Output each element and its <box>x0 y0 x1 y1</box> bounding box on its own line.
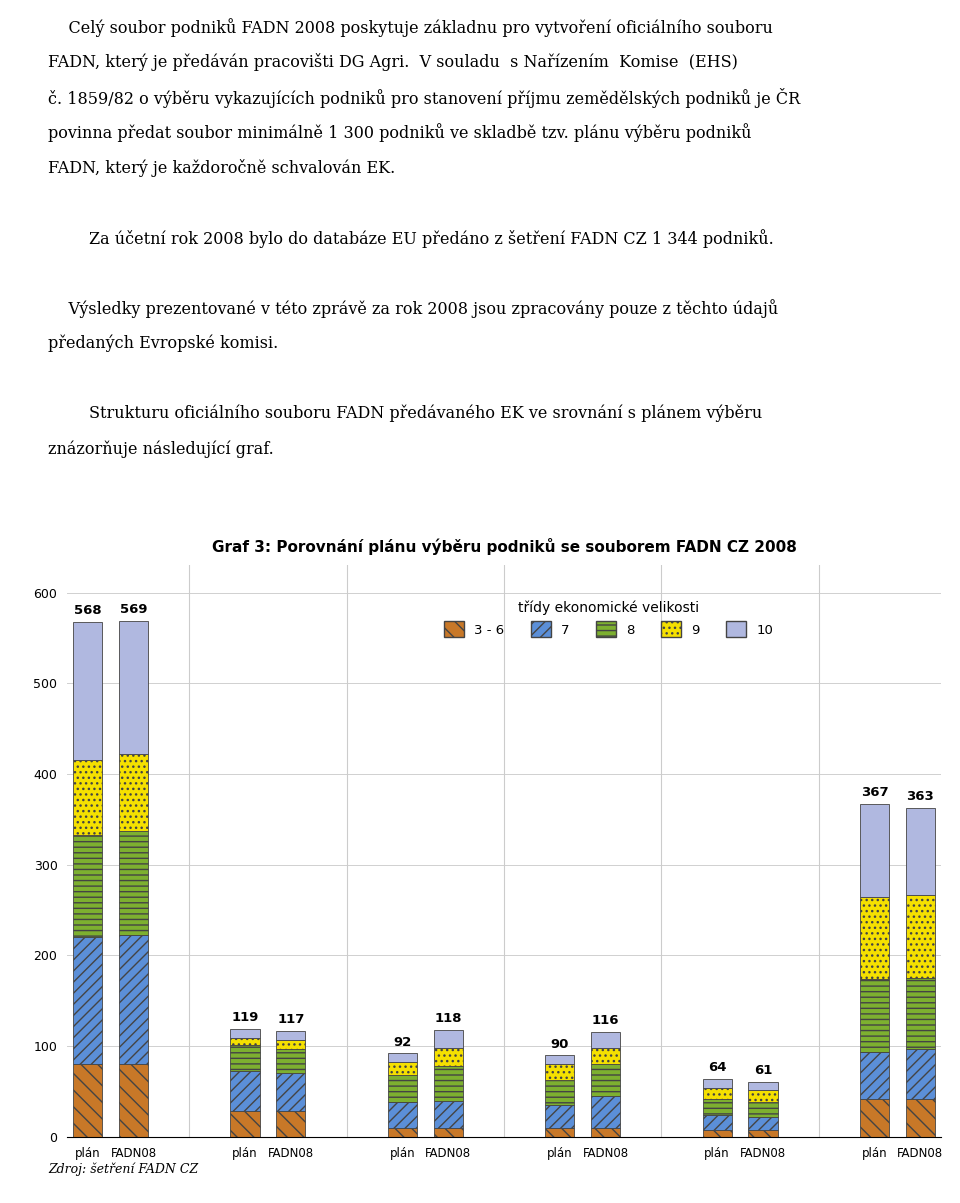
Text: předaných Evropské komisi.: předaných Evropské komisi. <box>48 334 278 352</box>
Bar <box>73 835 103 937</box>
Bar <box>119 754 148 831</box>
Text: Za účetní rok 2008 bylo do databáze EU předáno z šetření FADN CZ 1 344 podniků.: Za účetní rok 2008 bylo do databáze EU p… <box>48 229 774 248</box>
Bar <box>73 937 103 1065</box>
Bar <box>591 1065 620 1096</box>
Bar <box>748 1116 778 1130</box>
Text: Zdroj: šetření FADN CZ: Zdroj: šetření FADN CZ <box>48 1162 198 1175</box>
Bar <box>434 1030 463 1048</box>
Bar <box>230 1045 260 1071</box>
Bar <box>860 804 889 897</box>
Bar <box>860 897 889 979</box>
Bar <box>703 1098 732 1115</box>
Text: 61: 61 <box>754 1063 772 1077</box>
Bar <box>591 1032 620 1048</box>
Bar <box>434 1048 463 1066</box>
Bar <box>591 1096 620 1127</box>
Text: 92: 92 <box>394 1036 412 1049</box>
Bar <box>73 759 103 835</box>
Bar <box>73 622 103 759</box>
Text: 119: 119 <box>231 1012 259 1025</box>
Bar <box>703 1130 732 1137</box>
Bar <box>905 807 935 895</box>
Bar <box>276 1031 305 1039</box>
Bar <box>230 1038 260 1045</box>
Bar <box>703 1115 732 1130</box>
Bar <box>545 1080 574 1106</box>
Bar <box>434 1066 463 1101</box>
Text: 363: 363 <box>906 790 934 804</box>
Bar <box>230 1029 260 1038</box>
Bar <box>860 1051 889 1098</box>
Text: 117: 117 <box>277 1013 304 1026</box>
Text: 116: 116 <box>591 1014 619 1027</box>
Bar <box>73 1065 103 1137</box>
Bar <box>860 1098 889 1137</box>
Bar <box>545 1106 574 1127</box>
Bar <box>276 1073 305 1112</box>
Bar <box>388 1102 417 1127</box>
Text: FADN, který je každoročně schvalován EK.: FADN, který je každoročně schvalován EK. <box>48 159 396 177</box>
Bar <box>276 1049 305 1073</box>
Text: Celý soubor podniků FADN 2008 poskytuje základnu pro vytvoření oficiálního soubo: Celý soubor podniků FADN 2008 poskytuje … <box>48 18 773 37</box>
Text: 568: 568 <box>74 604 102 617</box>
Text: 118: 118 <box>435 1012 462 1025</box>
Bar <box>119 1065 148 1137</box>
Bar <box>591 1127 620 1137</box>
Bar <box>703 1079 732 1088</box>
Text: č. 1859/82 o výběru vykazujících podniků pro stanovení příjmu zemědělských podni: č. 1859/82 o výběru vykazujících podniků… <box>48 88 801 108</box>
Title: Graf 3: Porovnání plánu výběru podniků se souborem FADN CZ 2008: Graf 3: Porovnání plánu výběru podniků s… <box>211 538 797 555</box>
Bar <box>905 895 935 978</box>
Bar <box>388 1054 417 1062</box>
Text: 367: 367 <box>861 787 888 800</box>
Bar <box>703 1088 732 1098</box>
Bar <box>434 1101 463 1127</box>
Bar <box>434 1127 463 1137</box>
Text: 569: 569 <box>120 603 147 616</box>
Text: znázorňuje následující graf.: znázorňuje následující graf. <box>48 440 274 457</box>
Bar <box>860 979 889 1051</box>
Bar <box>545 1065 574 1080</box>
Bar <box>276 1112 305 1137</box>
Bar <box>591 1048 620 1065</box>
Bar <box>119 936 148 1065</box>
Bar <box>905 1098 935 1137</box>
Bar <box>119 831 148 936</box>
Bar <box>230 1112 260 1137</box>
Text: 64: 64 <box>708 1061 727 1074</box>
Legend: 3 - 6, 7, 8, 9, 10: 3 - 6, 7, 8, 9, 10 <box>439 594 779 642</box>
Bar <box>119 621 148 754</box>
Bar <box>388 1075 417 1102</box>
Bar <box>748 1102 778 1116</box>
Bar <box>230 1071 260 1112</box>
Bar <box>748 1081 778 1090</box>
Bar <box>388 1062 417 1075</box>
Text: Strukturu oficiálního souboru FADN předávaného EK ve srovnání s plánem výběru: Strukturu oficiálního souboru FADN předá… <box>48 405 762 422</box>
Bar <box>905 978 935 1049</box>
Text: 90: 90 <box>551 1038 569 1050</box>
Bar <box>545 1055 574 1065</box>
Bar <box>748 1090 778 1102</box>
Bar <box>545 1127 574 1137</box>
Bar <box>905 1049 935 1098</box>
Bar <box>388 1127 417 1137</box>
Text: Výsledky prezentované v této zprávě za rok 2008 jsou zpracovány pouze z těchto ú: Výsledky prezentované v této zprávě za r… <box>48 300 779 319</box>
Text: FADN, který je předáván pracovišti DG Agri.  V souladu  s Nařízením  Komise  (EH: FADN, který je předáván pracovišti DG Ag… <box>48 53 738 71</box>
Text: povinna předat soubor minimálně 1 300 podniků ve skladbě tzv. plánu výběru podni: povinna předat soubor minimálně 1 300 po… <box>48 124 752 142</box>
Bar <box>748 1130 778 1137</box>
Bar <box>276 1039 305 1049</box>
